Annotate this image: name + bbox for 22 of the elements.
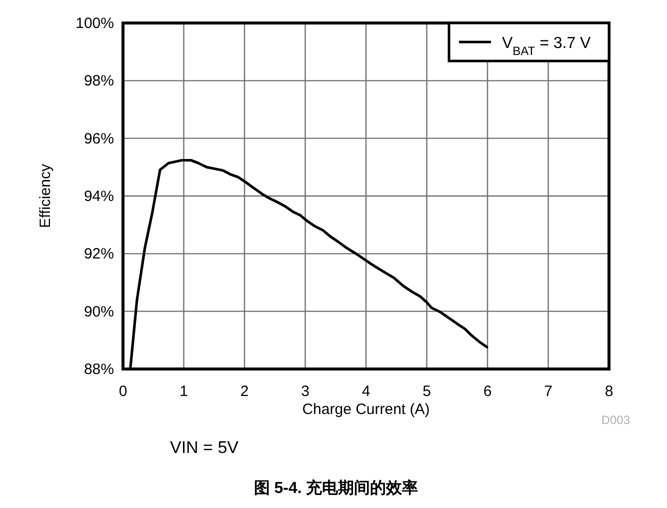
x-tick-label: 8 xyxy=(604,383,614,400)
y-axis-title: Efficiency xyxy=(37,164,54,228)
x-tick-label: 5 xyxy=(422,383,431,400)
x-tick-label: 4 xyxy=(362,383,370,400)
x-tick-label: 2 xyxy=(240,383,249,400)
text: VIN = 5V xyxy=(170,438,240,457)
y-tick-label: 98% xyxy=(84,72,114,90)
x-axis-title: Charge Current (A) xyxy=(302,401,430,418)
y-tick-label: 96% xyxy=(84,130,114,148)
x-tick-label: 7 xyxy=(544,383,552,400)
y-tick-label: 94% xyxy=(84,188,114,205)
caption: 图 5-4. 充电期间的效率 xyxy=(254,478,418,497)
x-tick-label: 0 xyxy=(118,383,128,400)
text: D003 xyxy=(601,413,630,427)
y-tick-label: 88% xyxy=(84,361,114,378)
x-tick-label: 1 xyxy=(180,383,188,400)
y-tick-label: 90% xyxy=(84,303,114,320)
x-tick-label: 3 xyxy=(301,383,310,400)
legend-label: V$_{BAT}$ = 3.7 V xyxy=(502,35,592,58)
y-tick-label: 100% xyxy=(76,15,114,32)
y-tick-label: 92% xyxy=(84,246,114,263)
x-tick-label: 6 xyxy=(483,383,492,400)
